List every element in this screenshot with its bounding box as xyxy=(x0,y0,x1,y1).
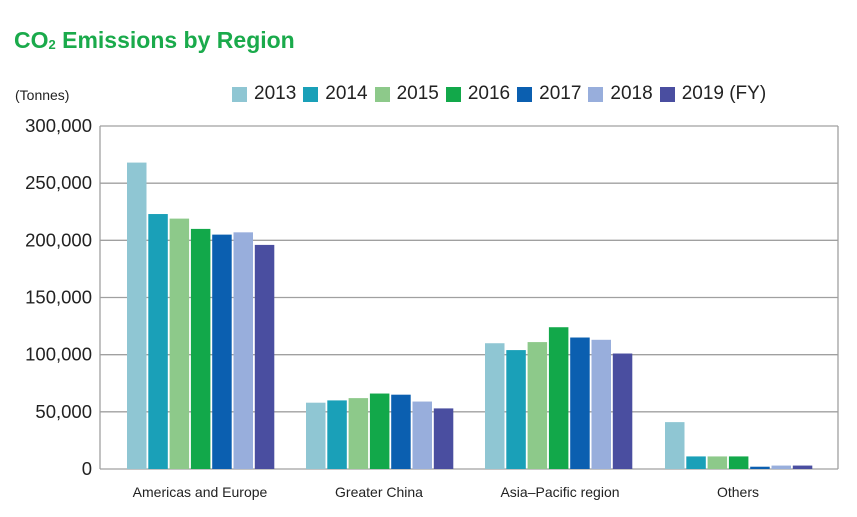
legend-item: 2015 xyxy=(374,83,439,105)
bar xyxy=(306,402,326,469)
x-tick-label: Greater China xyxy=(335,484,423,500)
legend-label: 2013 xyxy=(254,83,297,104)
bar xyxy=(750,466,770,469)
bar xyxy=(612,353,633,469)
bar xyxy=(148,214,168,469)
bar xyxy=(127,162,147,469)
legend-swatch xyxy=(303,86,319,102)
legend-swatch xyxy=(517,86,533,102)
legend-label: 2016 xyxy=(467,83,511,104)
bar xyxy=(233,232,253,469)
bar xyxy=(485,343,505,469)
legend-swatch xyxy=(445,86,461,102)
bar xyxy=(728,456,749,469)
legend-item: 2016 xyxy=(445,83,511,105)
bar xyxy=(212,234,232,469)
bar xyxy=(527,342,548,469)
legend-swatch xyxy=(374,86,390,102)
chart-legend: 2013 2014 2015 2016 2017 2018 2019 (FY) xyxy=(232,83,773,105)
legend-item: 2018 xyxy=(588,83,653,105)
legend-item: 2014 xyxy=(303,83,368,105)
bar xyxy=(665,422,685,469)
legend-item: 2017 xyxy=(517,83,581,105)
y-tick-label: 100,000 xyxy=(25,344,92,365)
x-tick-label: Asia–Pacific region xyxy=(500,484,619,500)
legend-label: 2015 xyxy=(396,83,439,104)
bar xyxy=(327,400,347,469)
x-tick-label: Americas and Europe xyxy=(133,484,268,500)
bar xyxy=(686,456,706,469)
bar xyxy=(369,393,390,469)
x-tick-label: Others xyxy=(717,484,759,500)
legend-swatch xyxy=(588,86,604,102)
y-tick-label: 0 xyxy=(82,458,92,479)
y-tick-label: 200,000 xyxy=(25,229,92,250)
bar xyxy=(169,218,190,469)
y-tick-label: 300,000 xyxy=(25,115,92,136)
bar xyxy=(570,337,590,469)
bar xyxy=(591,339,611,469)
title-subscript: 2 xyxy=(48,37,56,52)
legend-label: 2018 xyxy=(610,83,653,104)
y-tick-label: 150,000 xyxy=(25,287,92,308)
bar xyxy=(548,327,569,469)
y-axis-label: (Tonnes) xyxy=(15,87,70,103)
bar xyxy=(412,401,432,469)
bar xyxy=(190,228,211,469)
legend-swatch xyxy=(659,86,675,102)
legend-swatch xyxy=(232,86,247,102)
y-tick-label: 50,000 xyxy=(35,401,92,422)
legend-label: 2017 xyxy=(539,83,582,104)
legend-label: 2019 (FY) xyxy=(681,83,767,104)
bar xyxy=(391,394,411,469)
bar xyxy=(506,350,526,469)
bar xyxy=(771,465,791,469)
bar xyxy=(792,465,813,469)
bar xyxy=(348,398,369,469)
title-main: CO xyxy=(14,27,49,53)
y-tick-label: 250,000 xyxy=(25,172,92,193)
chart-title: CO2 Emissions by Region xyxy=(14,27,295,54)
legend-item: 2013 xyxy=(232,83,296,105)
bar xyxy=(254,244,275,469)
legend-item: 2019 (FY) xyxy=(659,83,767,105)
title-rest: Emissions by Region xyxy=(55,27,295,53)
bar xyxy=(433,408,454,469)
legend-label: 2014 xyxy=(325,83,368,104)
bar xyxy=(707,456,728,469)
